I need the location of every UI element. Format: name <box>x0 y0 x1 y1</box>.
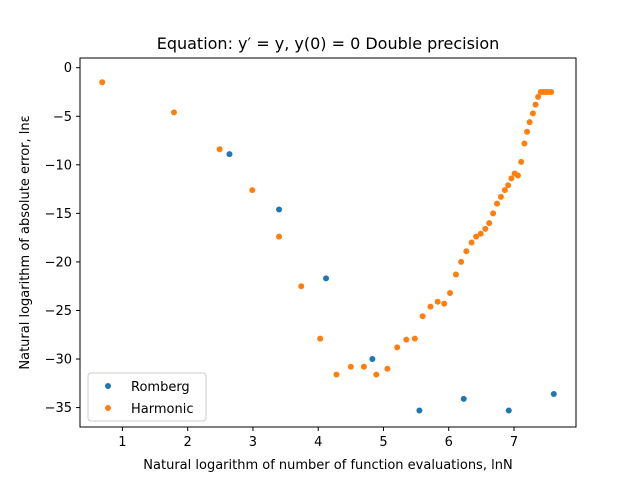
romberg-point <box>323 275 330 282</box>
plot-area <box>79 57 577 428</box>
y-tick-label: −10 <box>45 158 72 173</box>
harmonic-point <box>333 371 340 378</box>
harmonic-point <box>403 336 410 343</box>
romberg-point <box>416 407 423 414</box>
harmonic-point <box>526 119 533 126</box>
y-tick-label: −5 <box>53 110 72 125</box>
romberg-point <box>505 407 512 414</box>
data-points <box>99 79 557 414</box>
harmonic-point <box>505 182 512 189</box>
harmonic-point <box>468 239 475 246</box>
x-tick-label: 4 <box>314 435 322 450</box>
plot-border <box>79 57 577 428</box>
x-tick-label: 7 <box>510 435 518 450</box>
harmonic-point <box>427 303 434 310</box>
harmonic-point <box>463 248 470 255</box>
harmonic-point <box>360 363 367 370</box>
harmonic-point <box>521 140 528 147</box>
harmonic-point <box>482 225 489 232</box>
harmonic-point <box>394 344 401 351</box>
x-axis-ticks: 1 2 3 4 5 6 7 <box>118 427 518 450</box>
harmonic-point <box>373 371 380 378</box>
legend-label-romberg: Romberg <box>131 380 190 395</box>
harmonic-point <box>99 79 106 86</box>
harmonic-point <box>298 283 305 290</box>
harmonic-point <box>384 365 391 372</box>
harmonic-point <box>508 175 515 182</box>
harmonic-point <box>524 128 531 135</box>
x-axis-label: Natural logarithm of number of function … <box>143 458 512 473</box>
x-tick-label: 2 <box>184 435 192 450</box>
harmonic-point <box>501 187 508 194</box>
harmonic-point <box>514 172 521 179</box>
harmonic-point <box>276 233 283 240</box>
harmonic-point <box>494 200 501 207</box>
x-tick-label: 5 <box>379 435 387 450</box>
harmonic-point <box>347 363 354 370</box>
harmonic-point <box>490 210 497 217</box>
harmonic-point <box>170 109 177 116</box>
y-tick-label: −30 <box>45 353 72 368</box>
y-axis-label: Natural logarithm of absolute error, lnε <box>18 115 33 369</box>
harmonic-point <box>419 313 426 320</box>
x-tick-label: 6 <box>445 435 453 450</box>
harmonic-point <box>441 300 448 307</box>
y-tick-label: 0 <box>64 61 72 76</box>
legend: Romberg Harmonic <box>87 372 207 422</box>
legend-box <box>87 372 207 422</box>
y-tick-label: −35 <box>45 401 72 416</box>
series-harmonic <box>99 79 555 378</box>
x-tick-label: 3 <box>249 435 257 450</box>
romberg-point <box>550 390 557 397</box>
y-tick-label: −25 <box>45 304 72 319</box>
harmonic-point <box>249 187 256 194</box>
x-tick-label: 1 <box>118 435 126 450</box>
harmonic-point <box>497 193 504 200</box>
y-tick-label: −20 <box>45 255 72 270</box>
harmonic-point <box>477 230 484 237</box>
harmonic-point <box>458 258 465 265</box>
legend-marker-romberg <box>105 383 111 389</box>
harmonic-point <box>473 233 480 240</box>
harmonic-point <box>411 335 418 342</box>
harmonic-point <box>518 158 525 165</box>
harmonic-point <box>532 101 539 108</box>
series-romberg <box>226 151 557 414</box>
harmonic-point <box>529 110 536 117</box>
harmonic-point <box>447 289 454 296</box>
harmonic-point <box>434 298 441 305</box>
romberg-point <box>226 151 233 158</box>
harmonic-point <box>216 146 223 153</box>
harmonic-point <box>535 93 542 100</box>
y-tick-label: −15 <box>45 207 72 222</box>
harmonic-point <box>452 271 459 278</box>
harmonic-point <box>486 220 493 227</box>
legend-label-harmonic: Harmonic <box>131 402 193 417</box>
harmonic-point <box>317 335 324 342</box>
legend-marker-harmonic <box>105 405 111 411</box>
chart-title: Equation: y′ = y, y(0) = 0 Double precis… <box>157 34 500 53</box>
y-axis-ticks: 0 −5 −10 −15 −20 −25 −30 −35 <box>45 61 80 416</box>
romberg-point <box>276 206 283 213</box>
romberg-point <box>460 395 467 402</box>
romberg-point <box>369 356 376 363</box>
harmonic-point <box>548 88 555 95</box>
